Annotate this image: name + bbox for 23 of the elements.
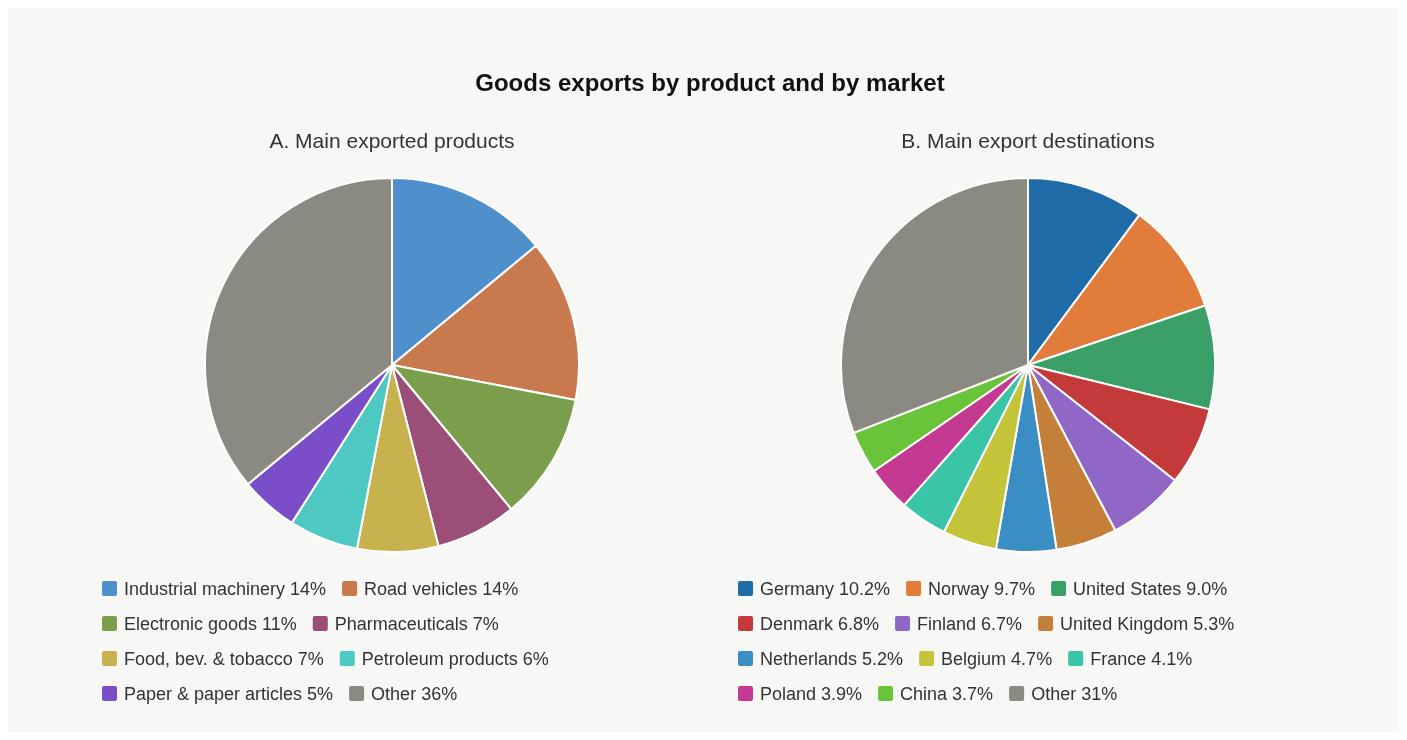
- legend-label: Petroleum products 6%: [361, 649, 549, 670]
- legend-label: United Kingdom 5.3%: [1060, 614, 1235, 635]
- legend-label: Pharmaceuticals 7%: [334, 614, 499, 635]
- legend-label: Denmark 6.8%: [760, 614, 880, 635]
- legend-label: United States 9.0%: [1073, 579, 1228, 600]
- legend-label: Road vehicles 14%: [364, 579, 519, 600]
- chart-subtitle: A. Main exported products: [269, 129, 515, 153]
- legend-label: Germany 10.2%: [760, 579, 891, 600]
- text: Goods exports by product and by market: [475, 69, 945, 97]
- legend-label: Food, bev. & tobacco 7%: [124, 649, 324, 670]
- legend-label: Belgium 4.7%: [941, 649, 1053, 670]
- legend-label: Other 36%: [371, 684, 458, 705]
- legend-label: Finland 6.7%: [917, 614, 1023, 635]
- legend-label: France 4.1%: [1090, 649, 1193, 670]
- legend-label: China 3.7%: [900, 684, 994, 705]
- legend-label: Industrial machinery 14%: [124, 579, 327, 600]
- legend-label: Electronic goods 11%: [124, 614, 297, 635]
- legend-label: Poland 3.9%: [760, 684, 863, 705]
- legend-label: Norway 9.7%: [928, 579, 1036, 600]
- legend-label: Netherlands 5.2%: [760, 649, 904, 670]
- chart-subtitle: B. Main export destinations: [901, 129, 1155, 153]
- legend-label: Paper & paper articles 5%: [124, 684, 334, 705]
- legend-label: Other 31%: [1031, 684, 1118, 705]
